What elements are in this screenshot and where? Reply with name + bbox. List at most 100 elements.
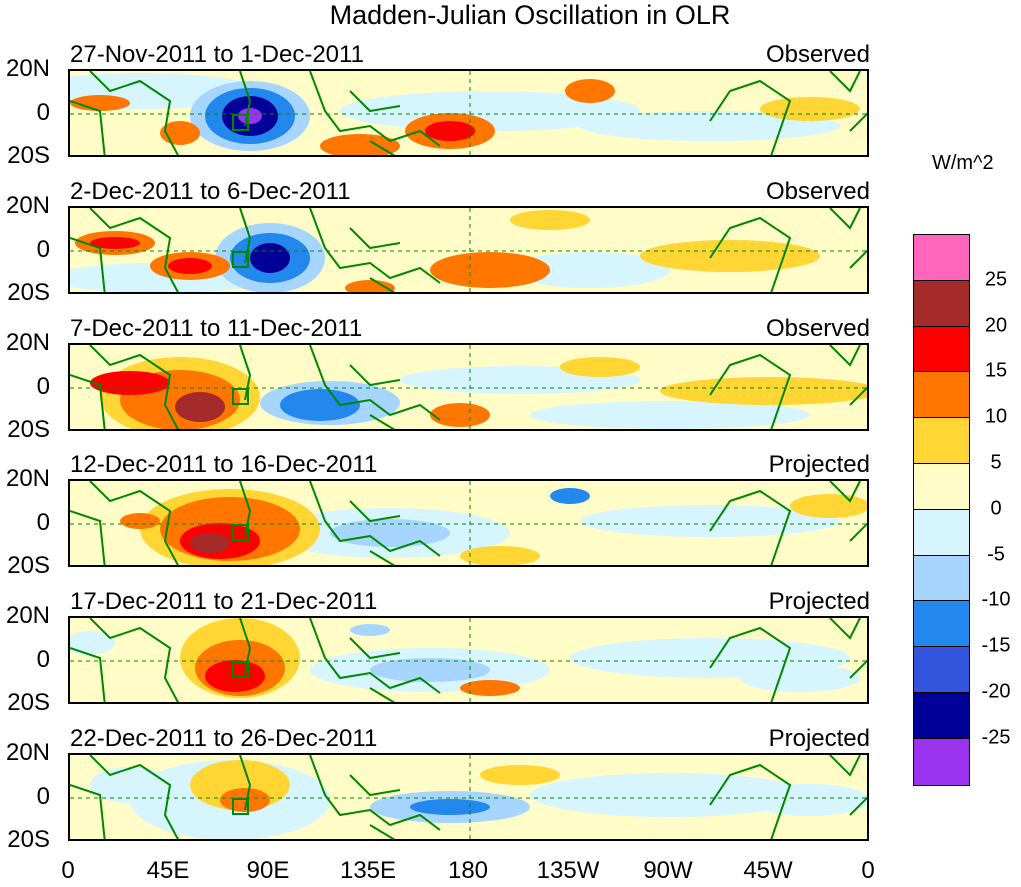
anomaly-contour — [740, 664, 860, 692]
coastline — [89, 345, 179, 429]
coastline — [349, 500, 401, 523]
anomaly-contour — [168, 258, 212, 274]
latitude-tick-label: 20N — [5, 739, 50, 766]
latitude-tick-label: 0 — [36, 236, 50, 263]
latitude-tick-label: 0 — [36, 509, 50, 536]
anomaly-contour — [425, 121, 475, 141]
colorbar-swatch — [914, 326, 969, 373]
coastline — [309, 345, 441, 421]
coastline — [709, 216, 792, 292]
coastline — [369, 687, 396, 702]
colorbar-tick-label: 20 — [984, 314, 1008, 337]
coastline — [829, 71, 861, 93]
anomaly-contour — [70, 631, 115, 655]
anomaly-contour — [660, 377, 867, 405]
coastline — [349, 364, 401, 387]
colorbar-swatch — [914, 418, 969, 464]
reference-box — [232, 251, 249, 268]
olr-anomaly-field — [70, 481, 867, 565]
colorbar-tick-label: 25 — [984, 268, 1008, 291]
panel-type-label: Observed — [765, 41, 870, 68]
coastline — [70, 647, 106, 702]
anomaly-contour — [510, 252, 670, 288]
anomaly-contour — [350, 624, 390, 636]
coastline — [349, 774, 401, 797]
colorbar-swatch — [914, 235, 969, 281]
coastline — [349, 90, 401, 113]
anomaly-contour — [175, 392, 225, 422]
anomaly-contour — [640, 240, 820, 272]
coastline — [709, 763, 792, 839]
anomaly-contour — [238, 108, 262, 124]
latitude-tick-label: 0 — [36, 783, 50, 810]
colorbar-tick-label: -20 — [981, 680, 1011, 703]
coastline — [849, 659, 867, 679]
latitude-tick-label: 20S — [7, 142, 50, 169]
map-panel-4 — [68, 479, 869, 567]
anomaly-contour — [530, 773, 810, 817]
anomaly-contour — [320, 134, 400, 155]
coastline — [309, 208, 441, 284]
colorbar-tick-label: -10 — [981, 588, 1011, 611]
anomaly-contour — [460, 546, 540, 565]
panel-type-label: Observed — [765, 315, 870, 342]
colorbar-tick-label: 10 — [984, 405, 1008, 428]
coastline — [829, 755, 861, 777]
map-title: Madden-Julian Oscillation in OLR — [329, 0, 731, 30]
anomaly-contour — [190, 533, 230, 553]
colorbar-swatch — [914, 372, 969, 419]
latitude-tick-label: 0 — [36, 373, 50, 400]
coastline — [89, 618, 179, 702]
colorbar-swatch — [914, 463, 969, 510]
anomaly-contour — [120, 513, 160, 529]
coastline — [849, 112, 867, 132]
latitude-tick-label: 20S — [7, 416, 50, 443]
latitude-tick-label: 20S — [7, 689, 50, 716]
coastline — [829, 618, 861, 640]
anomaly-contour — [250, 243, 290, 273]
reference-box — [232, 524, 249, 541]
colorbar-swatch — [914, 280, 969, 327]
latitude-tick-label: 20N — [5, 602, 50, 629]
panel-period-label: 12-Dec-2011 to 16-Dec-2011 — [70, 451, 378, 478]
anomaly-contour — [580, 505, 840, 537]
coastline — [89, 208, 179, 292]
olr-anomaly-field — [70, 345, 867, 429]
anomaly-contour — [480, 765, 560, 785]
coastline — [239, 208, 252, 264]
coastline — [849, 386, 867, 406]
reference-box — [232, 388, 249, 405]
latitude-tick-label: 0 — [36, 99, 50, 126]
longitude-tick-label: 0 — [61, 857, 75, 884]
coastline — [239, 345, 252, 401]
anomaly-contour — [510, 210, 590, 230]
anomaly-contour — [460, 680, 520, 696]
colorbar-swatch — [914, 692, 969, 739]
coastline — [70, 510, 106, 565]
coastline — [70, 100, 106, 155]
coastline — [89, 71, 179, 155]
coastline — [70, 784, 106, 839]
anomaly-contour — [430, 403, 490, 427]
coastline — [309, 618, 441, 694]
anomaly-contour — [565, 79, 615, 103]
olr-anomaly-field — [70, 71, 867, 155]
anomaly-contour — [280, 389, 360, 421]
longitude-tick-label: 0 — [861, 857, 875, 884]
coastline — [709, 353, 792, 429]
coastline — [349, 227, 401, 250]
colorbar-tick-label: 15 — [984, 359, 1008, 382]
coastline — [369, 824, 396, 839]
reference-box — [232, 798, 249, 815]
reference-box — [232, 114, 249, 131]
anomaly-contour — [430, 252, 550, 288]
anomaly-contour — [330, 519, 450, 547]
map-panel-6 — [68, 753, 869, 841]
coastline — [89, 481, 179, 565]
coastline — [369, 550, 396, 565]
anomaly-contour — [530, 401, 810, 429]
coastline — [829, 481, 861, 503]
coastline — [239, 618, 252, 674]
anomaly-contour — [550, 488, 590, 504]
panel-period-label: 27-Nov-2011 to 1-Dec-2011 — [70, 41, 364, 68]
